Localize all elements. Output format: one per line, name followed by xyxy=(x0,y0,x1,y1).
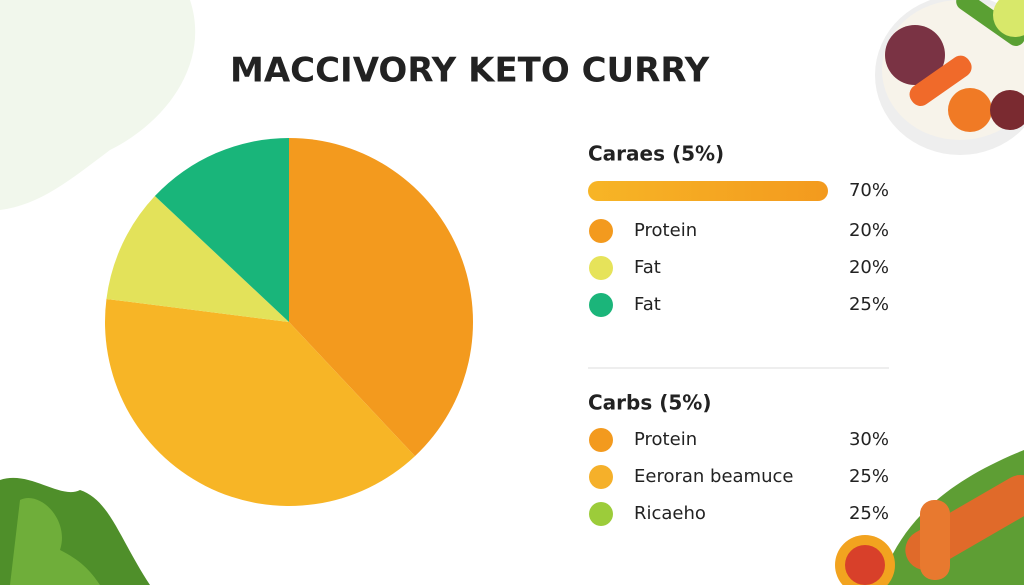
legend-dot xyxy=(589,465,613,489)
legend-label: Fat xyxy=(634,294,661,315)
legend-value: 20% xyxy=(849,257,889,278)
legend-label: Protein xyxy=(634,220,697,241)
legend: Caraes (5%) 70% Protein 20% Fat 20% Fat 25% Carb… xyxy=(588,142,889,526)
legend-label: Ricaeho xyxy=(634,503,706,524)
legend-value: 25% xyxy=(849,466,889,487)
legend-value: 25% xyxy=(849,294,889,315)
legend-label: Protein xyxy=(634,429,697,450)
greens-decoration xyxy=(0,477,150,585)
legend-label: Eeroran beamuce xyxy=(634,466,793,487)
pie-slice xyxy=(104,298,415,506)
legend-value: 20% xyxy=(849,220,889,241)
legend-value: 30% xyxy=(849,429,889,450)
section-heading: Caraes (5%) xyxy=(588,142,724,166)
section-heading: Carbs (5%) xyxy=(588,391,711,415)
bar-label: 70% xyxy=(849,180,889,201)
title: MACCIVORY KETO CURRY xyxy=(230,51,710,91)
legend-dot xyxy=(589,428,613,452)
legend-dot xyxy=(589,219,613,243)
vegetables-decoration xyxy=(835,450,1024,585)
legend-label: Fat xyxy=(634,257,661,278)
legend-dot xyxy=(589,293,613,317)
progress-bar xyxy=(588,181,828,201)
legend-value: 25% xyxy=(849,503,889,524)
background-blob xyxy=(0,0,196,210)
pie-chart xyxy=(104,138,473,506)
pie-slice xyxy=(289,138,473,457)
pie-slice xyxy=(154,138,289,322)
legend-dot xyxy=(589,502,613,526)
bowl-decoration xyxy=(875,0,1024,155)
legend-dot xyxy=(589,256,613,280)
pie-slice xyxy=(106,196,289,322)
